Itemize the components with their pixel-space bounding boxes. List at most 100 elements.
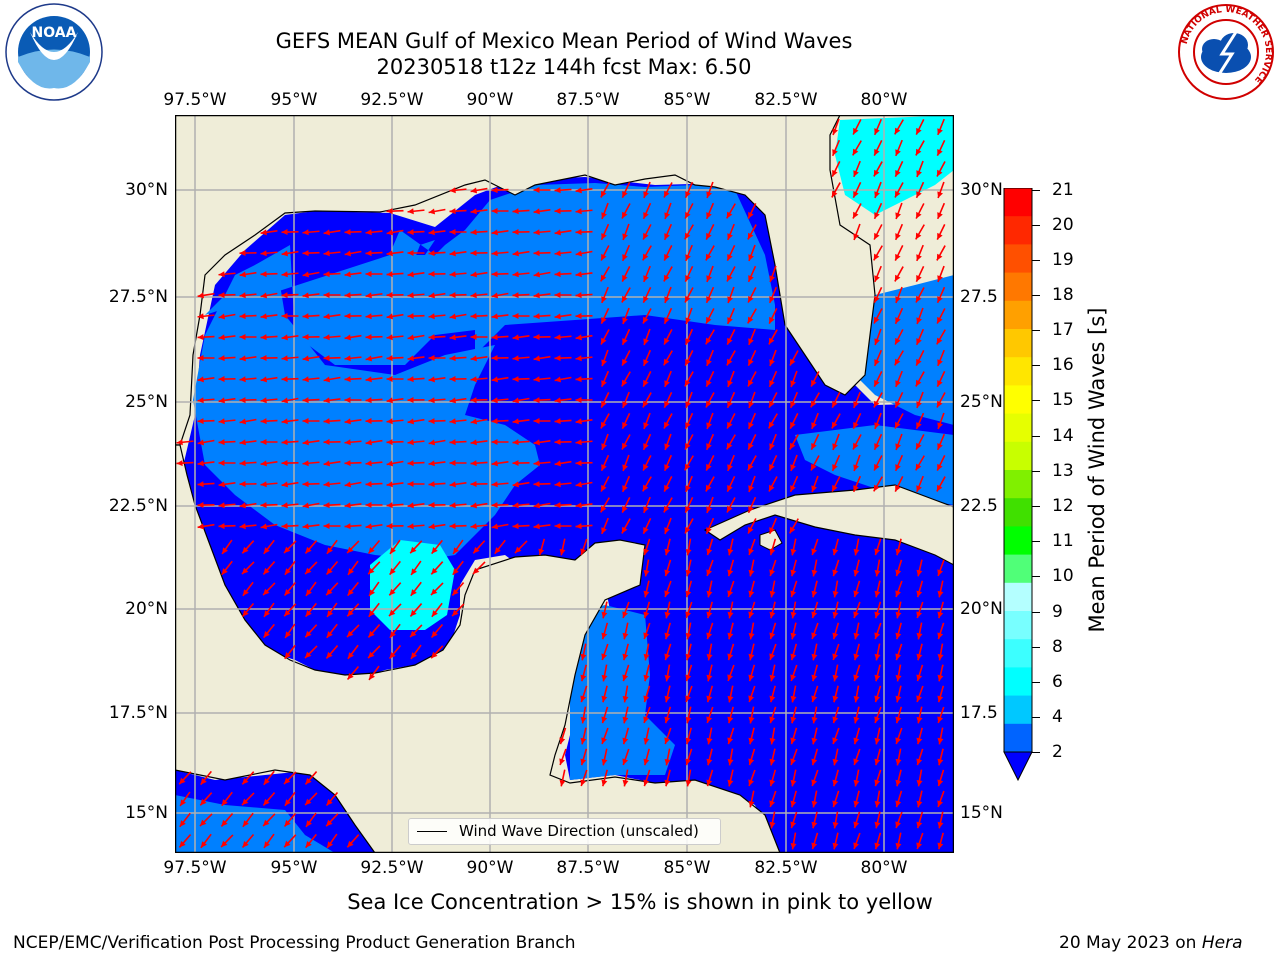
wind-arrow bbox=[643, 412, 651, 430]
wind-arrow bbox=[663, 245, 673, 261]
wind-arrow bbox=[727, 538, 734, 556]
wind-arrow bbox=[449, 355, 467, 362]
lon-tick-bottom: 90°W bbox=[466, 858, 514, 878]
wind-arrow bbox=[346, 665, 360, 681]
wind-arrow bbox=[873, 245, 883, 261]
wind-arrow bbox=[302, 460, 320, 467]
wind-arrow bbox=[302, 481, 320, 488]
wind-arrow bbox=[512, 271, 530, 278]
wind-arrow bbox=[642, 517, 652, 535]
wind-arrow bbox=[575, 187, 593, 194]
nws-logo: NATIONAL WEATHER SERVICE bbox=[1176, 2, 1276, 106]
wind-arrow bbox=[915, 434, 925, 450]
wind-arrow bbox=[302, 376, 320, 383]
wind-arrow bbox=[554, 481, 572, 488]
colorbar-segment bbox=[1004, 695, 1032, 725]
wind-arrow bbox=[937, 769, 945, 787]
wind-arrow bbox=[491, 502, 509, 509]
wind-arrow bbox=[239, 523, 257, 530]
wind-arrow bbox=[769, 580, 776, 598]
wind-arrow bbox=[241, 833, 255, 849]
wind-arrow bbox=[768, 454, 778, 472]
wind-arrow bbox=[239, 460, 257, 467]
wind-arrow bbox=[727, 223, 735, 241]
wind-arrow bbox=[748, 580, 755, 598]
wind-arrow bbox=[664, 643, 672, 661]
wind-arrow bbox=[895, 538, 902, 556]
wind-arrow bbox=[664, 769, 671, 787]
wind-arrow bbox=[218, 271, 236, 278]
wind-arrow bbox=[575, 439, 593, 446]
wind-arrow bbox=[580, 706, 587, 724]
wind-arrow bbox=[937, 601, 944, 619]
wind-arrow bbox=[365, 397, 383, 404]
wind-arrow bbox=[554, 523, 572, 529]
colorbar-extend-arrow bbox=[1003, 751, 1033, 782]
wind-arrow bbox=[706, 559, 714, 577]
wind-arrow bbox=[915, 455, 925, 471]
wind-arrow bbox=[811, 664, 818, 682]
wind-arrow bbox=[769, 685, 776, 703]
wind-arrow bbox=[664, 601, 671, 619]
wind-arrow bbox=[769, 748, 776, 766]
wind-arrow bbox=[365, 418, 383, 425]
wind-arrow bbox=[428, 334, 446, 341]
noaa-logo-text: NOAA bbox=[32, 25, 77, 41]
wind-arrow bbox=[304, 540, 318, 554]
wind-arrow bbox=[407, 355, 425, 362]
wind-arrow bbox=[684, 518, 694, 534]
wind-arrow bbox=[323, 481, 341, 488]
wind-arrow bbox=[727, 559, 735, 577]
wind-arrow bbox=[428, 418, 446, 425]
colorbar-tick-label: 20 bbox=[1052, 215, 1074, 235]
wind-arrow bbox=[407, 397, 425, 404]
wind-arrow bbox=[491, 229, 509, 236]
wind-arrow bbox=[895, 601, 902, 619]
wind-arrow bbox=[916, 769, 923, 787]
wind-arrow bbox=[727, 286, 735, 304]
wind-arrow bbox=[365, 376, 383, 383]
wind-arrow bbox=[853, 559, 860, 577]
wind-arrow bbox=[263, 770, 275, 786]
wind-arrow bbox=[853, 643, 860, 661]
wind-arrow bbox=[347, 581, 359, 597]
wind-arrow bbox=[533, 439, 551, 446]
wind-arrow bbox=[936, 329, 946, 345]
wind-arrow bbox=[915, 140, 925, 156]
wind-arrow bbox=[727, 601, 734, 619]
wind-arrow bbox=[260, 355, 278, 362]
wind-arrow bbox=[470, 460, 488, 467]
wind-arrow bbox=[512, 250, 530, 257]
wind-arrow bbox=[389, 623, 401, 639]
wind-arrow bbox=[642, 286, 652, 304]
wind-arrow bbox=[643, 748, 650, 766]
wind-arrow bbox=[197, 376, 215, 383]
wind-arrow bbox=[239, 376, 257, 383]
wind-arrow bbox=[874, 790, 881, 808]
wind-arrow bbox=[491, 460, 509, 467]
wind-arrow bbox=[790, 664, 798, 682]
wind-arrow bbox=[873, 349, 883, 367]
wind-wave-direction-arrows bbox=[176, 118, 946, 850]
wind-arrow bbox=[664, 685, 671, 703]
wind-arrow bbox=[936, 433, 946, 451]
wind-arrow bbox=[706, 349, 714, 367]
wind-arrow bbox=[684, 350, 694, 366]
wind-arrow bbox=[601, 433, 609, 451]
colorbar-tick-mark bbox=[1032, 682, 1040, 683]
colorbar-tick-label: 13 bbox=[1052, 461, 1074, 481]
wind-arrow bbox=[748, 475, 756, 493]
wind-arrow bbox=[642, 371, 652, 387]
wind-arrow bbox=[685, 622, 692, 640]
wind-arrow bbox=[407, 460, 425, 467]
wind-arrow bbox=[533, 397, 551, 404]
wind-arrow bbox=[260, 397, 278, 404]
wind-arrow bbox=[407, 334, 425, 341]
wind-arrow bbox=[642, 224, 652, 240]
map-border bbox=[174, 114, 955, 854]
wind-arrow bbox=[365, 271, 383, 277]
wind-arrow bbox=[853, 769, 860, 787]
wind-arrow bbox=[575, 502, 593, 509]
wind-arrow bbox=[916, 580, 924, 598]
wind-arrow bbox=[386, 208, 404, 215]
